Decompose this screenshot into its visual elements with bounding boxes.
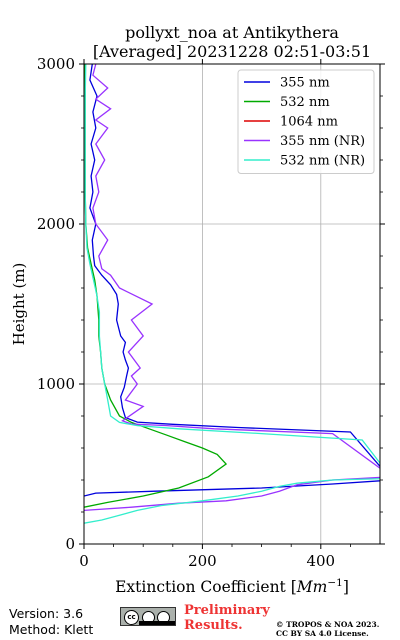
legend-box (237, 69, 375, 174)
badge-strip (139, 621, 175, 625)
series-line-355-nm (84, 64, 380, 497)
cc-license-badge: cc (120, 607, 176, 626)
x-axis-label-text: Extinction Coefficient [ (115, 578, 297, 596)
cc-icon: cc (124, 610, 139, 625)
x-axis-label-close: ] (343, 578, 349, 596)
chart-title-line1: pollyxt_noa at Antikythera (125, 23, 339, 42)
x-axis-label: Extinction Coefficient [Mm−1] (115, 577, 349, 596)
y-axis-label: Height (m) (10, 263, 28, 346)
method-text: Method: Klett (9, 622, 94, 637)
series-lines (84, 64, 380, 524)
x-tick-label: 200 (188, 552, 217, 570)
legend-label: 532 nm (280, 95, 330, 110)
chart-title-line2: [Averaged] 20231228 02:51-03:51 (93, 42, 371, 61)
x-axis-label-unit: Mm (296, 578, 328, 596)
version-text: Version: 3.6 (9, 606, 84, 621)
preliminary-line1: Preliminary (184, 603, 270, 618)
legend-label: 355 nm (280, 76, 330, 91)
legend-label: 1064 nm (280, 115, 338, 130)
y-tick-label: 0 (65, 535, 75, 553)
x-tick-label: 0 (79, 552, 89, 570)
series-line-532-nm-nr- (84, 64, 380, 524)
y-tick-label: 1000 (37, 375, 75, 393)
x-tick-label: 400 (306, 552, 335, 570)
legend-label: 355 nm (NR) (280, 134, 365, 149)
copyright-line2: CC BY SA 4.0 License. (276, 629, 369, 638)
copyright-note: © TROPOS & NOA 2023. CC BY SA 4.0 Licens… (276, 620, 379, 638)
axes: 0 200 400 0 1000 2000 3000 (37, 55, 385, 570)
copyright-line1: © TROPOS & NOA 2023. (276, 620, 380, 629)
preliminary-results-note: Preliminary Results. (184, 603, 270, 633)
legend: 355 nm 532 nm 1064 nm 355 nm (NR) 532 nm (NR… (237, 69, 375, 174)
legend-label: 532 nm (NR) (280, 154, 365, 169)
footer-info: Version: 3.6 Method: Klett (9, 606, 93, 638)
y-tick-label: 3000 (37, 55, 75, 73)
y-tick-label: 2000 (37, 215, 75, 233)
x-axis-label-exponent: −1 (327, 577, 342, 589)
preliminary-line2: Results. (184, 618, 243, 633)
